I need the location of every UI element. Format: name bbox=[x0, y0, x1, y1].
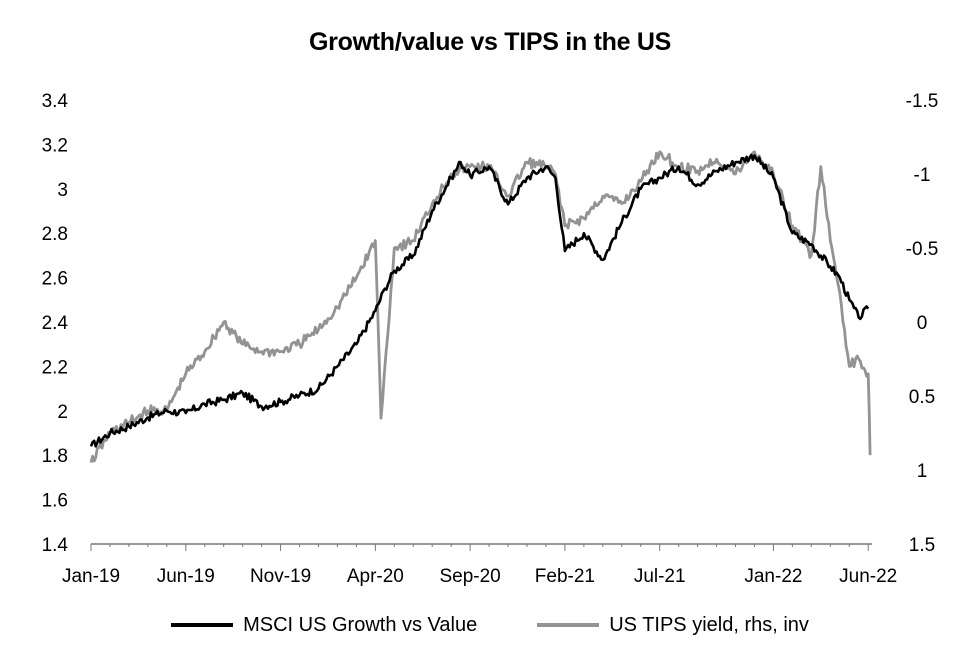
left-axis-ticks: 1.4 1.6 1.8 2 2.2 2.4 2.6 2.8 3 3.2 3.4 bbox=[42, 91, 69, 556]
x-tick-label: Jan-19 bbox=[62, 566, 120, 587]
left-tick-label: 3 bbox=[57, 180, 68, 201]
left-tick-label: 2.8 bbox=[42, 224, 68, 245]
x-axis: Jan-19 Jun-19 Nov-19 Apr-20 Sep-20 Feb-21 Jul-… bbox=[62, 543, 897, 587]
left-tick-label: 1.4 bbox=[42, 535, 69, 556]
x-tick-label: Jul-21 bbox=[634, 566, 686, 587]
legend-swatch-growth-value bbox=[171, 623, 234, 627]
legend-label-growth-value: MSCI US Growth vs Value bbox=[243, 613, 478, 636]
legend-label-tips-yield: US TIPS yield, rhs, inv bbox=[609, 613, 809, 636]
chart-title: Growth/value vs TIPS in the US bbox=[309, 28, 671, 56]
right-tick-label: -1 bbox=[914, 165, 931, 186]
right-tick-label: 1 bbox=[917, 461, 928, 482]
left-tick-label: 2.4 bbox=[42, 313, 69, 334]
left-tick-label: 3.2 bbox=[42, 135, 68, 156]
series-layer bbox=[89, 150, 872, 463]
right-tick-label: 0 bbox=[917, 313, 928, 334]
right-tick-label: -0.5 bbox=[906, 239, 939, 260]
legend-item-growth-value: MSCI US Growth vs Value bbox=[171, 614, 477, 637]
x-tick-label: Feb-21 bbox=[535, 566, 595, 587]
left-tick-label: 2.2 bbox=[42, 357, 68, 378]
series-line-tips-yield bbox=[89, 150, 872, 463]
x-tick-label: Jan-22 bbox=[744, 566, 802, 587]
legend-item-tips-yield: US TIPS yield, rhs, inv bbox=[537, 614, 809, 637]
legend-swatch-tips-yield bbox=[537, 623, 600, 627]
legend: MSCI US Growth vs Value US TIPS yield, r… bbox=[0, 612, 980, 638]
left-tick-label: 2 bbox=[57, 402, 68, 423]
series-line-growth-value bbox=[89, 153, 870, 448]
left-tick-label: 3.4 bbox=[42, 91, 69, 112]
right-tick-label: -1.5 bbox=[906, 91, 939, 112]
x-tick-label: Jun-22 bbox=[839, 566, 897, 587]
x-tick-label: Nov-19 bbox=[250, 566, 311, 587]
x-tick-label: Sep-20 bbox=[439, 566, 500, 587]
right-tick-label: 1.5 bbox=[909, 535, 935, 556]
left-tick-label: 2.6 bbox=[42, 269, 68, 290]
right-axis-ticks: 1.5 1 0.5 0 -0.5 -1 -1.5 bbox=[906, 91, 939, 556]
x-tick-label: Jun-19 bbox=[157, 566, 215, 587]
left-tick-label: 1.8 bbox=[42, 446, 68, 467]
right-tick-label: 0.5 bbox=[909, 387, 935, 408]
x-tick-label: Apr-20 bbox=[347, 566, 404, 587]
left-tick-label: 1.6 bbox=[42, 491, 68, 512]
